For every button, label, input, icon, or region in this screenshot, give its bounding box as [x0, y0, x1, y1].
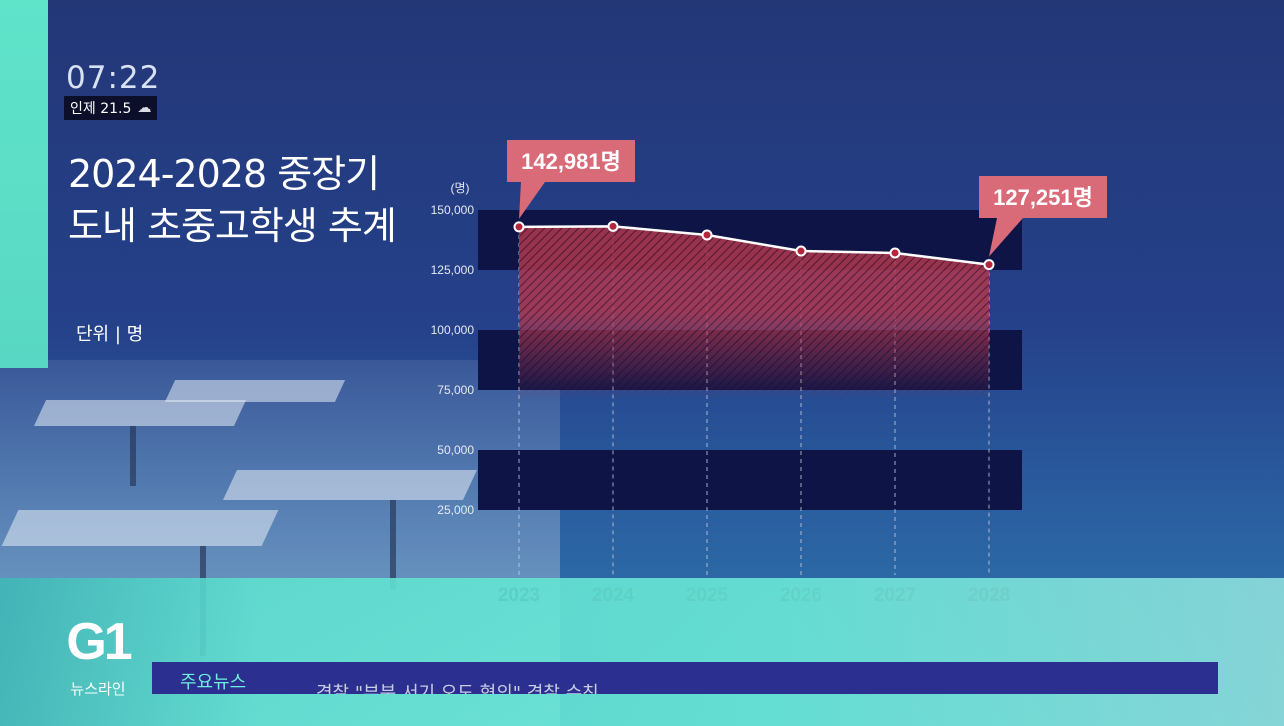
callout-label: 142,981명	[521, 149, 621, 174]
news-ticker-bar	[152, 662, 1218, 694]
callout-pointer	[989, 218, 1023, 257]
title-line-1: 2024-2028 중장기	[68, 152, 380, 196]
lower-third-band	[0, 578, 1284, 726]
news-ticker-label: 주요뉴스	[180, 672, 247, 693]
callout-pointer	[519, 182, 545, 219]
unit-label: 단위 | 명	[76, 324, 144, 345]
news-ticker-text: 경찰 "부분 서기 오도 혐의" 경찰 수친	[316, 683, 599, 694]
y-tick-label: 150,000	[431, 203, 475, 217]
grid-band	[478, 450, 1022, 510]
weather-badge: 인제 21.5 ☁	[64, 96, 158, 120]
chart-title: 2024-2028 중장기 도내 초중고학생 추계	[68, 148, 397, 252]
channel-logo: G1 뉴스라인	[48, 612, 148, 704]
clock: 07:22	[66, 60, 161, 96]
area-fill	[519, 226, 989, 400]
y-axis-unit: (명)	[450, 181, 469, 195]
callout-label: 127,251명	[993, 185, 1093, 210]
logo-brand: G1	[66, 613, 132, 671]
callouts: 142,981명 127,251명	[507, 140, 1107, 257]
callout: 127,251명	[979, 176, 1107, 257]
y-tick-label: 125,000	[431, 263, 475, 277]
data-point	[795, 245, 807, 257]
y-tick-label: 100,000	[431, 323, 475, 337]
data-point	[889, 247, 901, 259]
desk-leg	[130, 426, 136, 486]
series-line	[518, 225, 990, 266]
y-axis-ticks: 150,000 125,000 100,000 75,000 50,000 25,000	[431, 203, 475, 517]
title-line-2: 도내 초중고학생 추계	[68, 204, 397, 248]
line-layer	[513, 220, 995, 271]
desk-leg	[390, 500, 396, 590]
data-point	[513, 221, 525, 233]
data-point	[607, 220, 619, 232]
y-tick-label: 25,000	[437, 503, 474, 517]
callout-box	[507, 140, 635, 182]
data-point	[701, 229, 713, 241]
area-layer	[519, 226, 989, 400]
logo-program: 뉴스라인	[70, 680, 126, 698]
y-tick-label: 50,000	[437, 443, 474, 457]
callout: 142,981명	[507, 140, 635, 219]
cloud-icon: ☁	[137, 100, 152, 116]
weather-text: 인제 21.5	[70, 101, 132, 117]
accent-bar	[0, 0, 48, 368]
data-point	[983, 259, 995, 271]
callout-box	[979, 176, 1107, 218]
y-tick-label: 75,000	[437, 383, 474, 397]
